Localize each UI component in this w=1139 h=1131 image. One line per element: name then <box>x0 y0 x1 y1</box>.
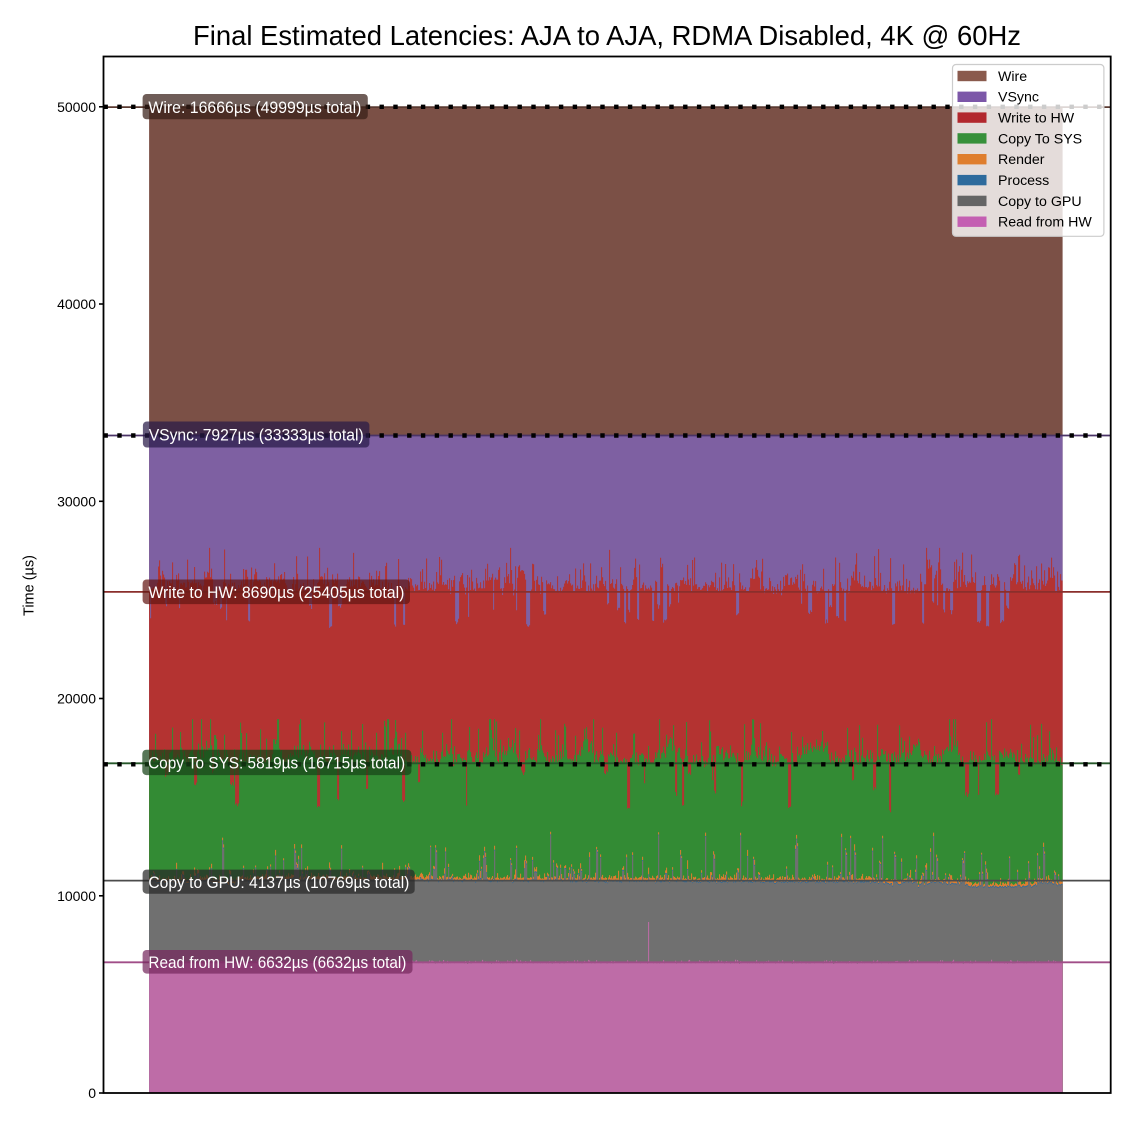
svg-text:50000: 50000 <box>57 99 96 115</box>
svg-text:Copy to GPU: 4137µs (10769µs t: Copy to GPU: 4137µs (10769µs total) <box>148 873 409 892</box>
svg-text:0: 0 <box>88 1085 96 1101</box>
svg-text:Render: Render <box>998 152 1045 168</box>
svg-text:Process: Process <box>998 173 1049 189</box>
svg-text:VSync: VSync <box>998 90 1039 106</box>
svg-text:Copy to GPU: Copy to GPU <box>998 194 1082 210</box>
svg-text:40000: 40000 <box>57 296 96 312</box>
svg-text:30000: 30000 <box>57 493 96 509</box>
svg-text:20000: 20000 <box>57 691 96 707</box>
svg-text:Read from HW: 6632µs (6632µs t: Read from HW: 6632µs (6632µs total) <box>148 953 406 972</box>
svg-text:10000: 10000 <box>57 888 96 904</box>
svg-text:Final Estimated Latencies: AJA: Final Estimated Latencies: AJA to AJA, R… <box>193 20 1021 51</box>
svg-text:Copy To SYS: 5819µs (16715µs t: Copy To SYS: 5819µs (16715µs total) <box>148 754 405 773</box>
svg-text:Copy To SYS: Copy To SYS <box>998 131 1082 147</box>
svg-text:VSync: 7927µs (33333µs total): VSync: 7927µs (33333µs total) <box>149 426 364 445</box>
svg-text:Read from HW: Read from HW <box>998 215 1092 231</box>
svg-text:Write to HW: Write to HW <box>998 111 1075 127</box>
svg-text:Write to HW: 8690µs (25405µs t: Write to HW: 8690µs (25405µs total) <box>148 583 404 602</box>
svg-text:Wire: 16666µs (49999µs total): Wire: 16666µs (49999µs total) <box>148 98 361 117</box>
svg-text:Time (µs): Time (µs) <box>22 555 38 616</box>
svg-text:Wire: Wire <box>998 69 1027 85</box>
